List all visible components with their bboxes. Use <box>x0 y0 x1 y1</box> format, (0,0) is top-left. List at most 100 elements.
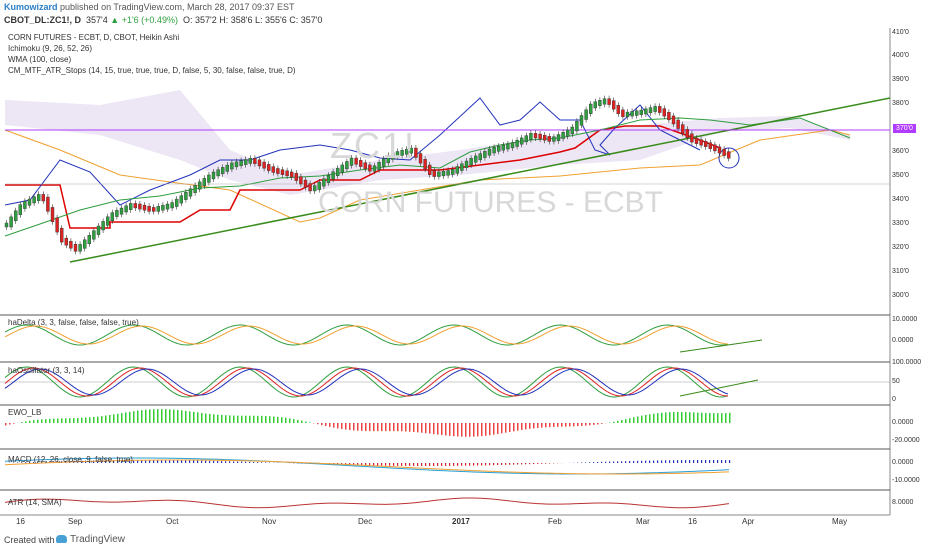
ewo-bar <box>289 418 291 423</box>
candle <box>46 196 50 212</box>
candle <box>469 158 473 166</box>
macd-hist <box>369 463 371 466</box>
macd-hist <box>233 461 235 463</box>
ewo-bar <box>561 423 563 427</box>
author-link[interactable]: Kumowizard <box>4 2 58 12</box>
ewo-bar <box>577 423 579 427</box>
candle <box>639 109 643 115</box>
macd-hist <box>373 463 375 466</box>
macd-hist <box>681 460 683 463</box>
candle <box>556 134 561 142</box>
ewo-bar <box>129 411 131 423</box>
macd-hist <box>169 460 171 463</box>
brand-label: TradingView <box>70 534 126 545</box>
macd-hist <box>613 461 615 463</box>
ewo-bar <box>613 421 615 423</box>
ewo-bar <box>265 416 267 423</box>
candle <box>285 170 289 177</box>
candle <box>552 136 556 142</box>
macd-hist <box>197 460 199 463</box>
pane-label-ewo[interactable]: EWO_LB <box>8 408 42 417</box>
indicator-wma[interactable]: WMA (100, close) <box>8 55 72 64</box>
macd-hist <box>525 463 527 465</box>
macd-hist <box>501 463 503 465</box>
candle <box>598 99 602 106</box>
price-tick: 410'0 <box>892 29 909 36</box>
indicator-ichimoku[interactable]: Ichimoku (9, 26, 52, 26) <box>8 44 93 53</box>
ewo-bar <box>429 423 431 434</box>
x-label: 16 <box>688 517 697 526</box>
ewo-bar <box>165 409 167 423</box>
ewo-bar <box>53 418 55 423</box>
macd-hist <box>473 463 475 466</box>
macd-hist <box>213 460 215 463</box>
candle <box>96 225 101 235</box>
ewo-bar <box>393 423 395 432</box>
candle <box>621 109 625 117</box>
candle <box>510 142 515 149</box>
haosc-line <box>4 366 729 398</box>
candle <box>101 221 105 231</box>
pane-label-hadelta[interactable]: haDelta (3, 3, false, false, false, true… <box>8 318 139 327</box>
macd-hist <box>445 463 447 466</box>
indicator-atr-stops[interactable]: CM_MTF_ATR_Stops (14, 15, true, true, tr… <box>8 66 296 75</box>
macd-hist <box>653 460 655 463</box>
ewo-bar <box>357 423 359 431</box>
macd-signal <box>4 459 730 475</box>
ewo-bar <box>565 423 567 427</box>
macd-hist <box>605 461 607 463</box>
macd-hist <box>405 463 407 466</box>
ewo-bar <box>293 419 295 423</box>
ewo-bar <box>477 423 479 437</box>
ewo-bar <box>397 423 399 432</box>
ewo-bar <box>645 414 647 423</box>
ewo-bar <box>713 413 715 423</box>
ewo-bar <box>57 418 59 423</box>
macd-hist <box>209 460 211 463</box>
candle <box>313 185 317 192</box>
ewo-bar <box>181 410 183 423</box>
watermark-symbol: ZC1! <box>330 125 417 166</box>
atr-line <box>4 497 730 509</box>
ewo-bar <box>533 423 535 429</box>
candle <box>9 216 13 228</box>
tradingview-brand[interactable]: TradingView <box>56 534 125 545</box>
candle <box>276 168 280 174</box>
ewo-bar <box>721 413 723 423</box>
pane-label-haosc[interactable]: haOscillator (3, 3, 14) <box>8 366 85 375</box>
candle <box>230 162 234 170</box>
x-label: Oct <box>166 517 179 526</box>
pane-label-macd[interactable]: MACD (12, 26, close, 9, false, true) <box>8 455 133 464</box>
price-tick: 350'0 <box>892 172 909 179</box>
pane-label-atr[interactable]: ATR (14, SMA) <box>8 498 62 507</box>
candle <box>653 106 657 112</box>
candle <box>418 153 423 164</box>
ewo-bar <box>589 423 591 426</box>
x-label: 2017 <box>452 517 470 526</box>
candles <box>4 95 731 255</box>
sub-tick: 0.0000 <box>892 419 914 426</box>
macd-hist <box>505 463 507 465</box>
ewo-bar <box>105 415 107 423</box>
candle <box>110 212 115 222</box>
sub-tick: 8.0000 <box>892 499 914 506</box>
candle <box>69 240 73 249</box>
candle <box>179 195 184 204</box>
ewo-bar <box>497 423 499 435</box>
macd-hist <box>625 461 627 463</box>
candle <box>202 178 207 187</box>
main-title: CORN FUTURES - ECBT, D, CBOT, Heikin Ash… <box>8 33 180 42</box>
price-tick: 390'0 <box>892 76 909 83</box>
ewo-bar <box>433 423 435 435</box>
candle <box>644 108 648 115</box>
macd-hist <box>529 463 531 465</box>
ewo-bar <box>653 413 655 423</box>
macd-hist <box>425 463 427 466</box>
ewo-bar <box>425 423 427 434</box>
candle <box>354 157 358 165</box>
candle <box>271 166 275 173</box>
ewo-bar <box>573 423 575 427</box>
macd-hist <box>193 460 195 463</box>
ewo-bar <box>649 414 651 423</box>
